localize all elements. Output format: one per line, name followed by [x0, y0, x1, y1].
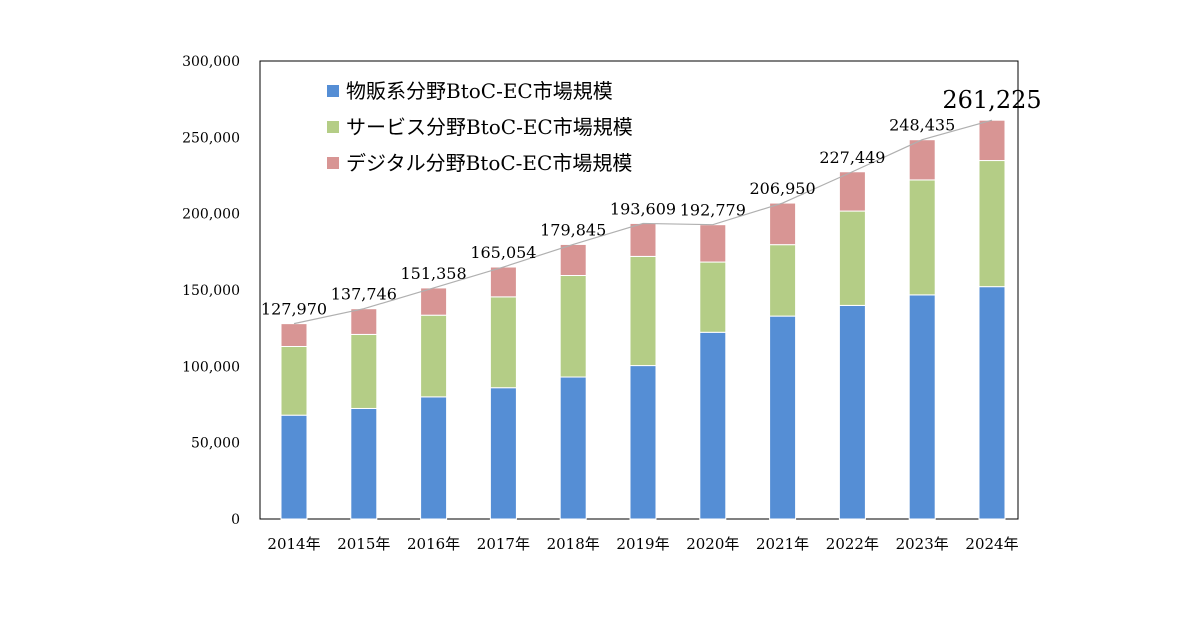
x-tick-label: 2024年 — [965, 535, 1018, 553]
bar-segment-s0 — [838, 304, 866, 520]
y-axis: 0 50,000 100,000 150,000 200,000 250,000 300,0… — [182, 54, 240, 528]
bar-segment-s1 — [280, 345, 308, 416]
bar-segment-s1 — [769, 244, 797, 317]
bar-segment-s2 — [908, 139, 936, 181]
bar-segment-s2 — [699, 224, 727, 263]
bar-segment-s0 — [559, 376, 587, 520]
bar-segment-s2 — [280, 323, 308, 347]
total-line — [293, 119, 993, 325]
legend-swatch — [327, 85, 339, 97]
total-label: 206,950 — [750, 179, 816, 198]
bars — [280, 119, 1006, 520]
bar-segment-s0 — [769, 315, 797, 520]
legend-label: デジタル分野BtoC-EC市場規模 — [346, 151, 632, 175]
total-label: 192,779 — [680, 201, 746, 220]
total-label: 261,225 — [942, 86, 1041, 114]
bar-segment-s0 — [908, 294, 936, 520]
bar-segment-s1 — [699, 261, 727, 333]
y-tick-label: 50,000 — [191, 436, 240, 452]
total-label: 193,609 — [610, 199, 676, 218]
total-line-path — [293, 119, 993, 325]
total-label: 248,435 — [889, 116, 955, 135]
y-tick-label: 200,000 — [182, 207, 240, 223]
total-label: 127,970 — [261, 300, 327, 319]
bar-segment-s2 — [769, 202, 797, 246]
bar-segment-s2 — [978, 119, 1006, 162]
y-tick-label: 300,000 — [182, 54, 240, 70]
bar-segment-s0 — [978, 286, 1006, 520]
x-tick-label: 2018年 — [547, 535, 600, 553]
total-label: 151,358 — [401, 264, 467, 283]
bar-segment-s2 — [489, 266, 517, 298]
x-axis: 2014年 2015年 2016年 2017年 2018年 2019年 2020年 2021年… — [267, 535, 1018, 553]
bar-segment-s0 — [280, 414, 308, 520]
bar-segment-s1 — [978, 160, 1006, 288]
bar-segment-s1 — [908, 179, 936, 296]
total-labels: 127,970137,746151,358165,054179,845193,6… — [261, 86, 1042, 318]
bar-segment-s2 — [559, 243, 587, 276]
bar-segment-s2 — [838, 171, 866, 212]
x-tick-label: 2021年 — [756, 535, 809, 553]
bar-segment-s0 — [350, 407, 378, 520]
x-tick-label: 2020年 — [686, 535, 739, 553]
legend-swatch — [327, 157, 339, 169]
total-label: 179,845 — [540, 220, 606, 239]
y-tick-label: 150,000 — [182, 283, 240, 299]
bar-segment-s1 — [629, 255, 657, 367]
total-label: 137,746 — [331, 285, 397, 304]
bar-segment-s2 — [350, 308, 378, 335]
bar-segment-s2 — [420, 287, 448, 316]
legend-label: 物販系分野BtoC-EC市場規模 — [346, 79, 613, 103]
bar-segment-s0 — [420, 396, 448, 520]
bar-segment-s0 — [699, 331, 727, 520]
x-tick-label: 2019年 — [616, 535, 669, 553]
total-label: 165,054 — [470, 243, 536, 262]
x-tick-label: 2023年 — [896, 535, 949, 553]
x-tick-label: 2014年 — [267, 535, 320, 553]
bar-segment-s1 — [489, 296, 517, 389]
bar-segment-s2 — [629, 222, 657, 257]
legend-label: サービス分野BtoC-EC市場規模 — [346, 115, 633, 139]
bar-segment-s0 — [629, 365, 657, 520]
bar-segment-s0 — [489, 387, 517, 520]
bar-segment-s1 — [420, 314, 448, 398]
x-tick-label: 2016年 — [407, 535, 460, 553]
bar-segment-s1 — [838, 210, 866, 306]
y-tick-label: 100,000 — [182, 359, 240, 375]
total-label: 227,449 — [819, 148, 885, 167]
x-tick-label: 2017年 — [477, 535, 530, 553]
y-tick-label: 0 — [231, 512, 240, 528]
legend-swatch — [327, 121, 339, 133]
y-tick-label: 250,000 — [182, 130, 240, 146]
x-tick-label: 2015年 — [337, 535, 390, 553]
x-tick-label: 2022年 — [826, 535, 879, 553]
bar-segment-s1 — [350, 333, 378, 409]
legend: 物販系分野BtoC-EC市場規模サービス分野BtoC-EC市場規模デジタル分野B… — [327, 79, 633, 175]
bar-segment-s1 — [559, 274, 587, 378]
